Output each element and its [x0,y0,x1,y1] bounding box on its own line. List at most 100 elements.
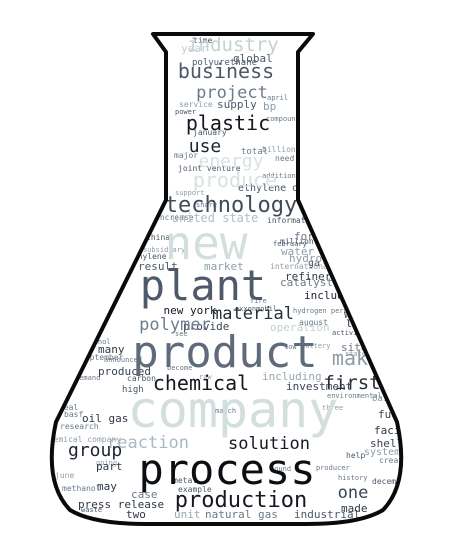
cloud-word: plant [140,261,266,310]
cloud-word: system [364,447,400,458]
cloud-word: february [273,240,307,248]
cloud-word: reaction [107,433,189,453]
cloud-word: deal [59,403,78,412]
cloud-word: metal [173,476,197,485]
cloud-word: process [138,445,315,494]
cloud-word: project [196,83,268,103]
cloud-word: plastic [186,111,270,135]
cloud-word: part [96,460,123,473]
cloud-word: ga [308,258,320,269]
cloud-word: ethylene [128,252,167,261]
cloud-word: two [126,508,146,521]
cloud-word: methanol [62,484,101,493]
cloud-word: information [267,216,320,225]
cloud-word: year [181,42,208,55]
cloud-word: unit [174,508,201,521]
cloud-word: case [131,488,158,501]
cloud-word: chemical [153,371,249,395]
cloud-word: chemical company [44,435,121,444]
cloud-word: waste [81,506,102,514]
cloud-word: international [270,262,333,271]
cloud-word: refinery [285,270,338,283]
cloud-word: december [372,477,411,486]
cloud-word: shell [370,437,403,450]
cloud-word: product [132,327,317,378]
cloud-word: carbon [127,374,156,383]
cloud-word: help [346,451,365,460]
cloud-word: polymer [139,315,211,335]
cloud-word: time [193,36,212,45]
cloud-word: supply [217,98,257,111]
cloud-word: demand [75,374,100,382]
cloud-word: global [233,52,273,65]
cloud-word: many [98,343,125,356]
flask-outline [49,32,404,526]
cloud-word: press release [78,498,164,511]
cloud-word: history [338,474,368,482]
cloud-word: march [215,407,236,415]
cloud-word: hydrogen peroxide [293,307,365,315]
cloud-word: battery [301,342,331,350]
cloud-word: may [97,480,117,493]
cloud-word: provide [183,320,229,333]
cloud-word: industrial [294,508,360,521]
cloud-word: bp [263,100,276,113]
cloud-word: power [175,108,196,116]
cloud-word: activity [332,329,366,337]
cloud-word: exxonmobil [235,305,277,313]
cloud-word: create [379,456,408,465]
cloud-word: produce [193,168,277,192]
cloud-word: investment [286,380,352,393]
cloud-word: oil gas [82,412,128,425]
cloud-word: market [204,260,244,273]
cloud-word: see [175,330,188,338]
cloud-word: subsidiary [143,246,185,254]
cloud-word: january [193,128,227,137]
cloud-word: increase [155,213,194,222]
cloud-word: basf [64,410,83,419]
cloud-word: high [122,385,144,395]
cloud-word: state [345,350,366,358]
cloud-word: august [299,318,328,327]
cloud-word: research [60,422,99,431]
cloud-word: company [128,381,339,439]
cloud-word: new york [164,304,217,317]
cloud-word: environmental [327,392,382,400]
cloud-word: producer [316,464,350,472]
cloud-word: china [146,233,170,242]
cloud-word: major [174,151,198,160]
cloud-word: first [323,372,380,394]
cloud-word: going [96,459,117,467]
cloud-word: billion [262,145,296,154]
cloud-word: ethylene oxide [238,183,322,194]
cloud-word: share [196,201,217,209]
cloud-word: september [80,353,124,362]
cloud-word: production [175,488,307,513]
cloud-word: use [189,136,222,157]
cloud-word: produced [98,365,151,378]
cloud-word: joint venture [178,164,241,173]
cloud-word: million [280,237,314,246]
cloud-word: result [138,260,178,273]
cloud-word: natural gas [205,508,278,521]
cloud-word: compound [266,115,300,123]
cloud-word: catalyst [280,276,333,289]
cloud-word: raw [199,373,212,381]
cloud-word: new [164,216,247,270]
cloud-word: water [281,245,314,258]
cloud-word: june [55,471,74,480]
word-cloud: support april february exxonmobil compound po… [44,34,427,521]
cloud-word: addition [262,172,296,180]
cloud-word: found [270,465,291,473]
cloud-word: become [167,364,192,372]
cloud-word: material [212,304,294,324]
cloud-word: need [275,154,294,163]
cloud-word: energy [198,151,263,172]
cloud-word: support [175,189,205,197]
cloud-word: business [178,59,274,83]
cloud-word: solution [228,434,310,454]
cloud-word: group [68,440,122,461]
cloud-word: facility [374,424,427,437]
cloud-word: april [267,94,288,102]
